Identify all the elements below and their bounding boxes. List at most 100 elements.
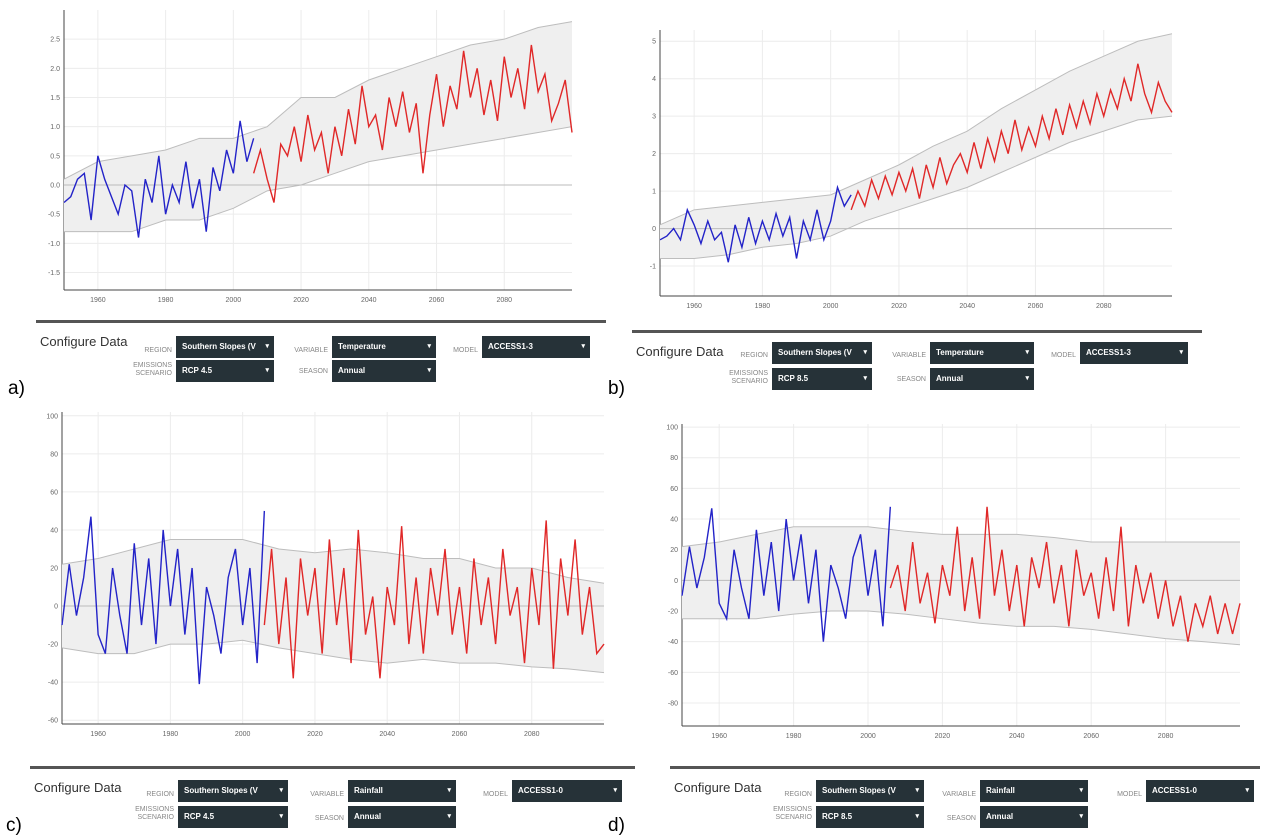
envelope-lower-line xyxy=(682,610,1241,646)
season-value: Annual xyxy=(338,366,366,375)
configure-data-title: Configure Data xyxy=(40,334,128,349)
configure-data-c: Configure Data REGION Southern Slopes (V… xyxy=(30,766,635,832)
region-dropdown[interactable]: Southern Slopes (V ▾ xyxy=(772,342,872,364)
scenario-value: RCP 4.5 xyxy=(184,812,215,821)
y-tick-label: 20 xyxy=(50,566,58,573)
x-tick-label: 1960 xyxy=(90,297,106,304)
y-tick-label: 60 xyxy=(670,486,678,493)
configure-data-a: Configure Data REGION Southern Slopes (V… xyxy=(36,320,606,382)
scenario-value: RCP 4.5 xyxy=(182,366,213,375)
emissions-scenario-label: EMISSIONS SCENARIO xyxy=(133,362,172,377)
model-dropdown[interactable]: ACCESS1-3 ▾ xyxy=(482,336,590,358)
x-tick-label: 1960 xyxy=(90,731,106,738)
scenario-dropdown[interactable]: RCP 8.5 ▾ xyxy=(772,368,872,390)
season-dropdown[interactable]: Annual ▾ xyxy=(332,360,436,382)
region-dropdown[interactable]: Southern Slopes (V ▾ xyxy=(816,780,924,802)
caret-down-icon: ▾ xyxy=(915,787,919,794)
x-tick-label: 1980 xyxy=(158,297,174,304)
envelope-upper-line xyxy=(659,33,1173,226)
scenario-dropdown[interactable]: RCP 4.5 ▾ xyxy=(178,806,288,828)
y-tick-label: -20 xyxy=(668,609,678,616)
season-value: Annual xyxy=(986,812,1014,821)
model-label: MODEL xyxy=(483,791,508,798)
y-tick-label: -1 xyxy=(650,264,656,271)
y-tick-label: 80 xyxy=(50,451,58,458)
variable-dropdown[interactable]: Rainfall ▾ xyxy=(348,780,456,802)
scenario-dropdown[interactable]: RCP 4.5 ▾ xyxy=(176,360,274,382)
y-tick-label: 1.5 xyxy=(50,95,60,102)
y-tick-label: -20 xyxy=(48,642,58,649)
scenario-value: RCP 8.5 xyxy=(778,374,809,383)
y-tick-label: 2.5 xyxy=(50,37,60,44)
season-dropdown[interactable]: Annual ▾ xyxy=(930,368,1034,390)
season-value: Annual xyxy=(354,812,382,821)
season-label: SEASON xyxy=(314,815,344,822)
x-tick-label: 2000 xyxy=(860,733,876,740)
y-tick-label: 20 xyxy=(670,547,678,554)
y-tick-label: -40 xyxy=(668,639,678,646)
y-tick-label: 40 xyxy=(50,527,58,534)
y-tick-label: 80 xyxy=(670,455,678,462)
region-value: Southern Slopes (V xyxy=(778,348,852,357)
variable-label: VARIABLE xyxy=(294,347,328,354)
variable-dropdown[interactable]: Rainfall ▾ xyxy=(980,780,1088,802)
model-dropdown[interactable]: ACCESS1-3 ▾ xyxy=(1080,342,1188,364)
projected-series-line xyxy=(252,44,573,203)
y-tick-label: 3 xyxy=(652,114,656,121)
configure-data-title: Configure Data xyxy=(636,344,724,359)
model-dropdown[interactable]: ACCESS1-0 ▾ xyxy=(1146,780,1254,802)
region-dropdown[interactable]: Southern Slopes (V ▾ xyxy=(176,336,274,358)
y-tick-label: -80 xyxy=(668,701,678,708)
x-tick-label: 1960 xyxy=(711,733,727,740)
region-dropdown[interactable]: Southern Slopes (V ▾ xyxy=(178,780,288,802)
variable-label: VARIABLE xyxy=(310,791,344,798)
y-tick-label: 100 xyxy=(666,425,678,432)
model-dropdown[interactable]: ACCESS1-0 ▾ xyxy=(512,780,622,802)
season-value: Annual xyxy=(936,374,964,383)
caret-down-icon: ▾ xyxy=(265,367,269,374)
y-tick-label: -0.5 xyxy=(48,212,60,219)
y-tick-label: 0.0 xyxy=(50,183,60,190)
variable-value: Temperature xyxy=(936,348,984,357)
scenario-dropdown[interactable]: RCP 8.5 ▾ xyxy=(816,806,924,828)
variable-value: Rainfall xyxy=(986,786,1015,795)
season-dropdown[interactable]: Annual ▾ xyxy=(348,806,456,828)
x-tick-label: 2000 xyxy=(823,303,839,310)
x-tick-label: 2060 xyxy=(429,297,445,304)
variable-dropdown[interactable]: Temperature ▾ xyxy=(930,342,1034,364)
divider xyxy=(36,320,606,323)
model-value: ACCESS1-0 xyxy=(1152,786,1197,795)
model-value: ACCESS1-0 xyxy=(518,786,563,795)
variable-dropdown[interactable]: Temperature ▾ xyxy=(332,336,436,358)
x-tick-label: 1960 xyxy=(686,303,702,310)
chart-a: -1.5 -1.0 -0.5 0.0 0.5 1.0 1.5 2.0 2.5 1960 1980 20… xyxy=(48,10,573,304)
season-dropdown[interactable]: Annual ▾ xyxy=(980,806,1088,828)
x-tick-label: 2080 xyxy=(1158,733,1174,740)
variable-value: Temperature xyxy=(338,342,386,351)
y-tick-label: 4 xyxy=(652,76,656,83)
historical-series-line xyxy=(681,506,892,642)
model-label: MODEL xyxy=(453,347,478,354)
envelope-lower-line xyxy=(64,126,573,233)
historical-series-line xyxy=(659,184,852,263)
configure-data-title: Configure Data xyxy=(34,780,122,795)
region-value: Southern Slopes (V xyxy=(184,786,258,795)
chart-panel-b: -1 0 1 2 3 4 5 1960 1980 2000 2020 2040 2060 2080 xyxy=(630,0,1263,330)
variable-label: VARIABLE xyxy=(942,791,976,798)
y-tick-label: 2.0 xyxy=(50,66,60,73)
caret-down-icon: ▾ xyxy=(427,343,431,350)
x-tick-label: 2020 xyxy=(891,303,907,310)
envelope-band xyxy=(682,526,1240,645)
region-value: Southern Slopes (V xyxy=(822,786,896,795)
caret-down-icon: ▾ xyxy=(581,343,585,350)
x-tick-label: 2080 xyxy=(496,297,512,304)
x-tick-label: 2080 xyxy=(524,731,540,738)
y-tick-label: 2 xyxy=(652,151,656,158)
envelope-band xyxy=(64,21,572,232)
emissions-scenario-label: EMISSIONS SCENARIO xyxy=(773,806,812,821)
y-tick-label: 1 xyxy=(652,189,656,196)
y-tick-label: 100 xyxy=(46,413,58,420)
configure-data-d: Configure Data REGION Southern Slopes (V… xyxy=(670,766,1260,832)
projected-series-line xyxy=(889,506,1241,642)
